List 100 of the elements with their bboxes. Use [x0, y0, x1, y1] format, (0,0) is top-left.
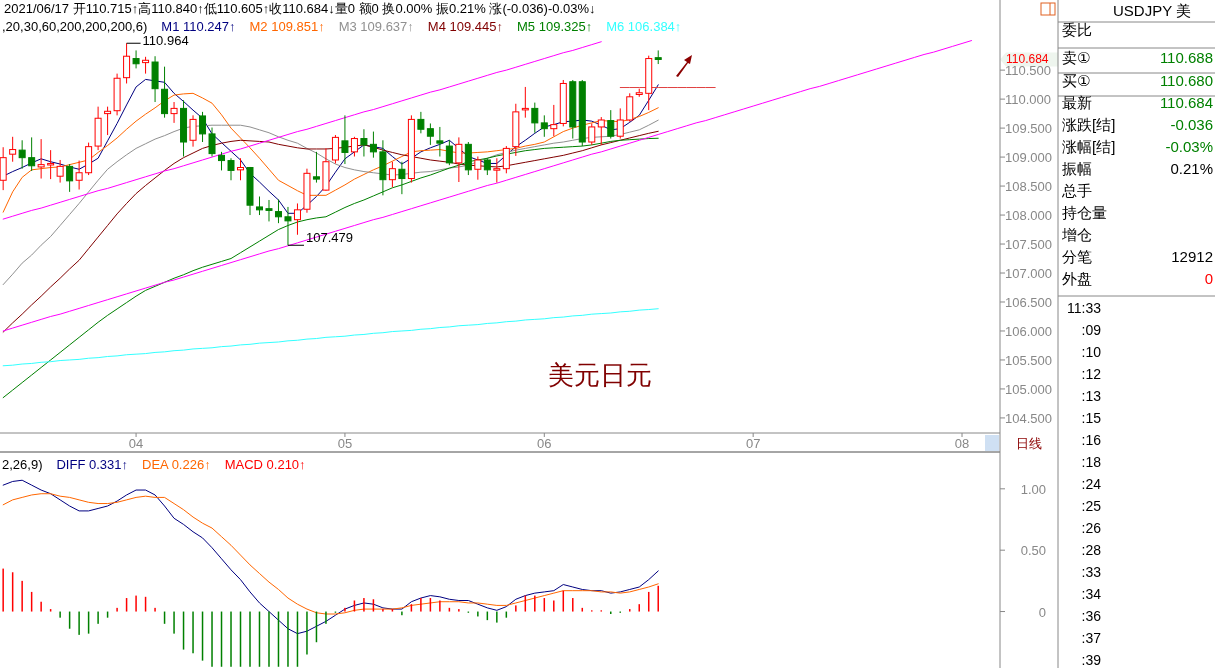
y-tick-label: 104.500 — [1005, 410, 1052, 426]
candlestick — [132, 49, 140, 69]
candlestick — [493, 157, 501, 184]
candlestick — [331, 134, 339, 164]
text: M4 109.445↑ — [427, 19, 504, 34]
x-tick-label: 04 — [128, 436, 144, 451]
candlestick — [284, 206, 292, 246]
text: 0 — [1204, 270, 1213, 287]
candlestick — [360, 128, 368, 158]
annotation: 107.479 — [305, 230, 353, 246]
candlestick — [626, 92, 634, 123]
text: :12 — [1081, 366, 1102, 382]
y-tick-label: 109.500 — [1005, 121, 1052, 137]
text: MACD 0.210↑ — [224, 457, 306, 472]
category-label: 振幅 — [1062, 160, 1092, 177]
y-tick-label: 105.500 — [1005, 352, 1052, 368]
text: 美元日元 — [548, 360, 652, 390]
candlestick — [502, 145, 510, 174]
annotation: ,20,30,60,200,200,200,6) — [2, 19, 148, 34]
text: -0.03% — [1165, 138, 1213, 155]
candlestick — [189, 114, 197, 148]
y-tick-label: 109.000 — [1005, 150, 1052, 166]
candlestick — [540, 114, 548, 138]
text: M1 110.247↑ — [161, 19, 236, 34]
candlestick — [474, 156, 482, 181]
text: :13 — [1081, 388, 1102, 404]
candlestick — [66, 163, 74, 193]
y-tick-label: 106.500 — [1005, 295, 1052, 310]
text: :37 — [1081, 630, 1102, 646]
candlestick — [521, 86, 529, 119]
y-tick-label: 1.00 — [1020, 481, 1046, 497]
candlestick — [208, 127, 216, 158]
category-label: 委比 — [1062, 21, 1092, 38]
candlestick — [56, 159, 64, 184]
text: :10 — [1081, 344, 1102, 360]
candlestick — [398, 161, 406, 195]
category-label: 涨幅[结] — [1062, 138, 1116, 155]
category-label: 买① — [1062, 72, 1091, 89]
text: :25 — [1081, 498, 1102, 514]
candlestick — [531, 102, 539, 134]
text: M2 109.851↑ — [249, 19, 325, 34]
candlestick — [350, 136, 358, 158]
series-label: DEA 0.226↑ — [142, 457, 211, 472]
candlestick — [597, 116, 605, 146]
y-tick-label: 108.500 — [1005, 179, 1052, 195]
y-tick-label: 108.000 — [1005, 208, 1052, 224]
text: 12912 — [1171, 248, 1213, 265]
text: :24 — [1081, 476, 1102, 492]
text: 日线 — [1016, 436, 1042, 451]
text: M5 109.325↑ — [517, 19, 593, 34]
candlestick — [274, 198, 282, 224]
text: :39 — [1081, 652, 1102, 668]
candlestick — [616, 107, 624, 140]
candlestick — [75, 160, 83, 191]
candlestick — [199, 111, 207, 143]
text: :33 — [1081, 564, 1102, 580]
candlestick — [170, 101, 178, 124]
candlestick — [455, 136, 463, 183]
candlestick — [388, 161, 396, 188]
candlestick — [426, 122, 434, 146]
y-tick-label: 105.000 — [1005, 381, 1052, 397]
candlestick — [218, 151, 226, 171]
y-tick-label: 0 — [1038, 604, 1046, 620]
line-series — [2, 493, 659, 615]
text: 110.684 — [1159, 94, 1213, 111]
text: :18 — [1081, 454, 1102, 470]
candlestick — [293, 202, 301, 236]
text: :09 — [1081, 322, 1102, 338]
candlestick — [445, 139, 453, 166]
text: -0.036 — [1170, 116, 1213, 133]
candlestick — [255, 196, 263, 216]
candlestick — [341, 114, 349, 165]
candlestick — [607, 109, 615, 140]
category-label: 卖① — [1062, 49, 1091, 66]
text: :28 — [1081, 542, 1102, 558]
category-label: 外盘 — [1062, 270, 1092, 287]
x-tick-label: 07 — [745, 436, 761, 451]
y-tick-label: 107.500 — [1005, 237, 1052, 253]
series-label: DIFF 0.331↑ — [56, 457, 129, 472]
text: :15 — [1081, 410, 1102, 426]
text: 11:33 — [1067, 300, 1102, 316]
candlestick — [37, 138, 45, 180]
candlestick — [550, 104, 558, 137]
x-tick-label: 05 — [337, 436, 353, 451]
text: M3 109.637↑ — [338, 19, 414, 34]
text: 0.21% — [1170, 160, 1213, 177]
text: 110.680 — [1159, 72, 1213, 89]
y-tick-label: 110.000 — [1005, 92, 1052, 108]
category-label: 持仓量 — [1062, 204, 1107, 221]
line-series — [2, 130, 659, 333]
text: USDJPY 美 — [1113, 2, 1192, 19]
text: :34 — [1081, 586, 1102, 602]
text: M6 106.384↑ — [606, 19, 682, 34]
y-tick-label: 106.000 — [1005, 323, 1052, 339]
x-tick-label: 06 — [537, 436, 552, 451]
candlestick — [123, 42, 131, 84]
text: :16 — [1081, 432, 1102, 448]
candlestick — [436, 126, 444, 158]
text: 110.688 — [1159, 49, 1213, 66]
candlestick — [47, 149, 55, 180]
